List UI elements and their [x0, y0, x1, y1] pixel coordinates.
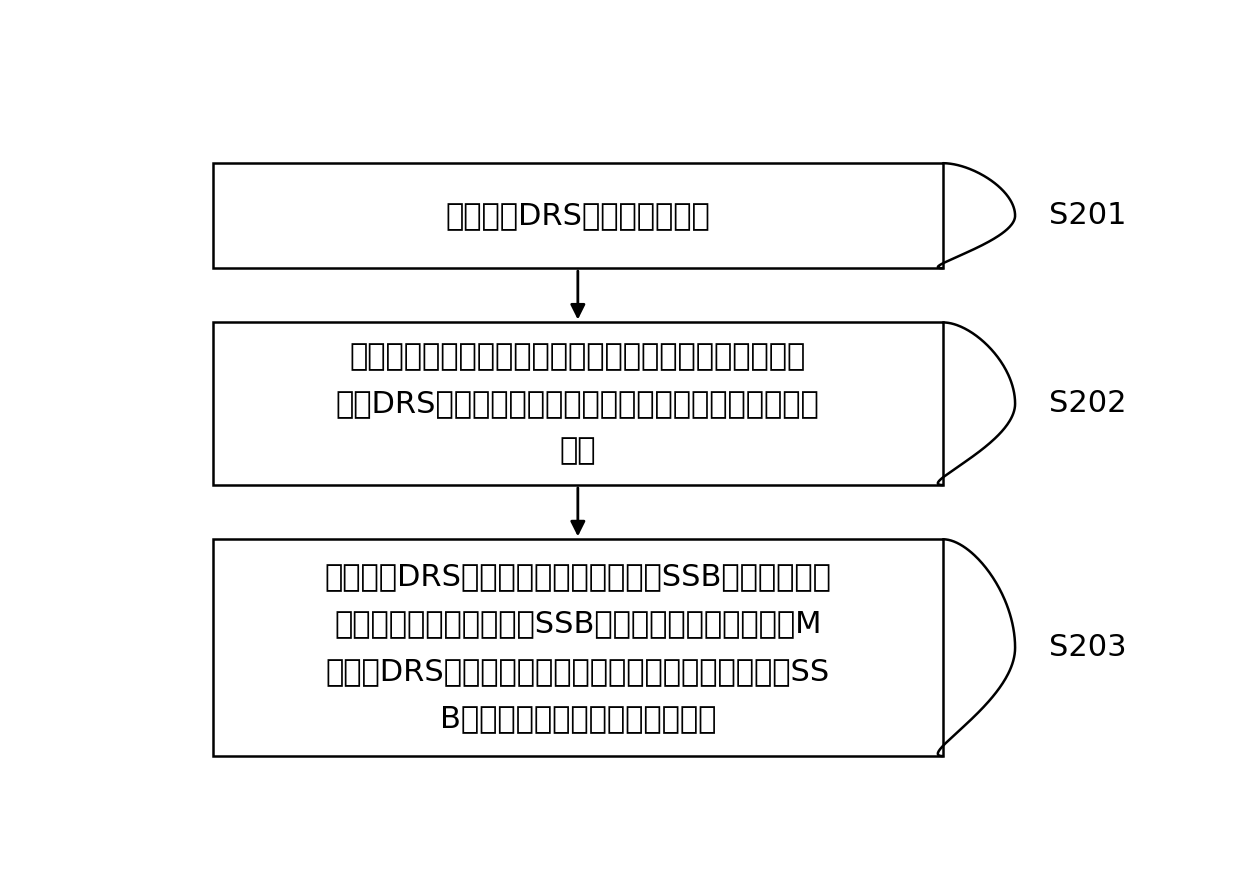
Text: S201: S201	[1049, 202, 1126, 231]
Bar	[213, 322, 942, 485]
Bar	[213, 539, 942, 756]
Text: S202: S202	[1049, 389, 1126, 418]
Text: S203: S203	[1049, 634, 1126, 662]
Text: 确定所述DRS传输窗口的长度: 确定所述DRS传输窗口的长度	[445, 202, 711, 231]
Text: 计算所述当前子载波间隔下的数量系数，所述数量系数为
所述DRS传输窗口所用的时间单位内所包含的时间单元的
数量: 计算所述当前子载波间隔下的数量系数，所述数量系数为 所述DRS传输窗口所用的时间…	[336, 341, 820, 466]
Text: 根据所述DRS传输窗口的长度确定所述SSB候选位置索引
的最大数量，其中，所述SSB候选位置索引的最大数量M
为所述DRS传输窗口的长度与所述时间单元内所容纳的: 根据所述DRS传输窗口的长度确定所述SSB候选位置索引 的最大数量，其中，所述S…	[325, 562, 831, 733]
Bar	[213, 163, 942, 268]
